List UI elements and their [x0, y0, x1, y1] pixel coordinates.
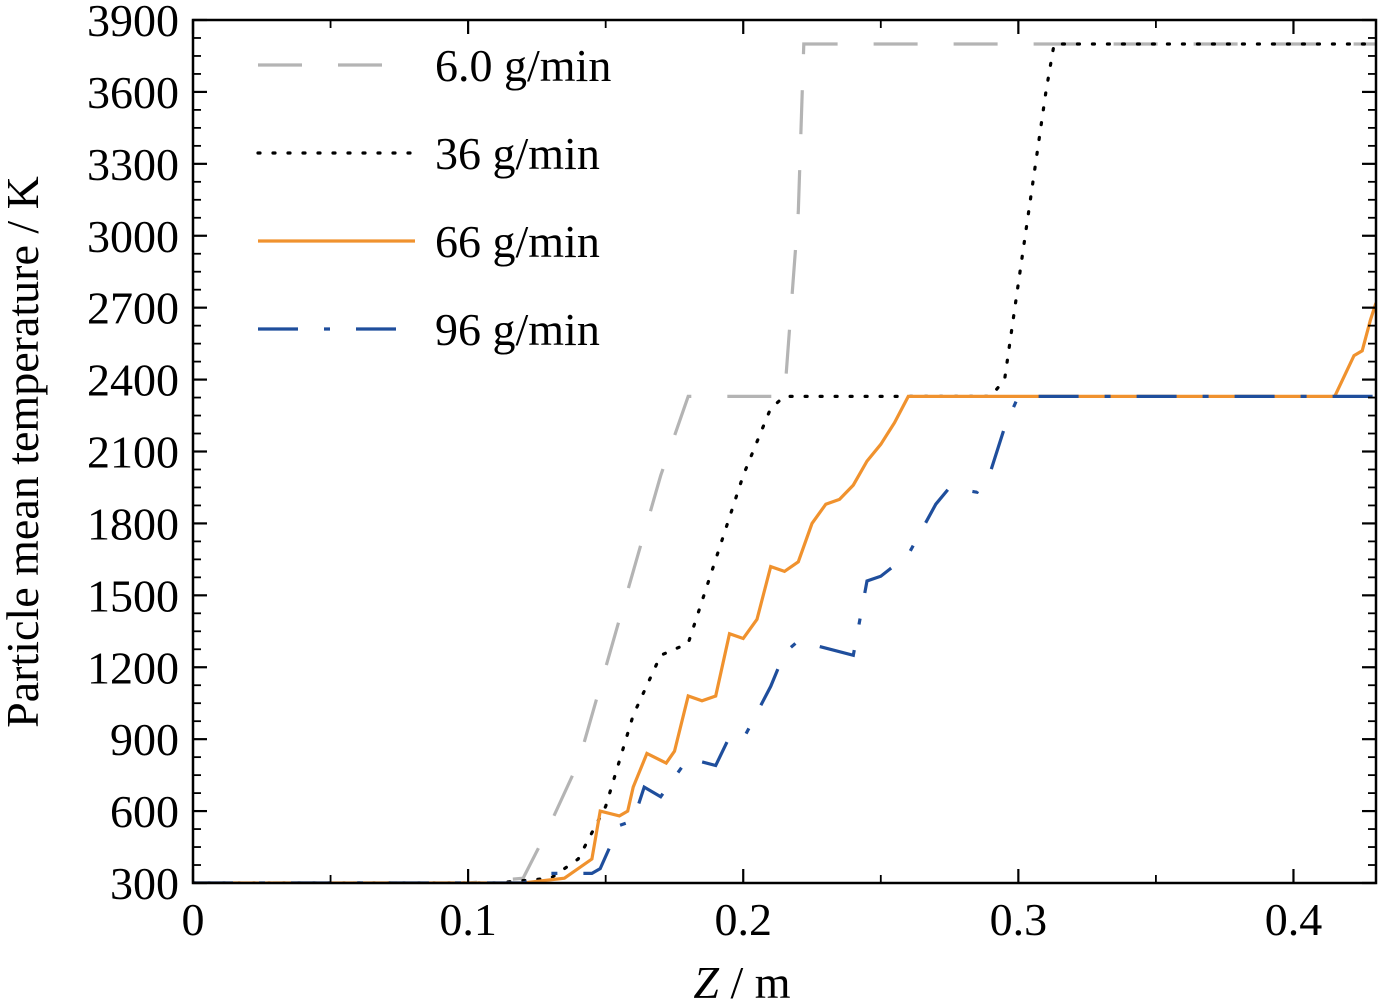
legend-label-2: 36 g/min	[435, 128, 600, 179]
series-line-4	[193, 394, 1376, 883]
y-tick-label: 1800	[87, 498, 179, 549]
y-tick-label: 1200	[87, 642, 179, 693]
y-tick-label: 3600	[87, 67, 179, 118]
y-tick-label: 3300	[87, 139, 179, 190]
x-tick-label: 0	[182, 894, 205, 945]
y-tick-label: 3000	[87, 211, 179, 262]
x-tick-label: 0.1	[439, 894, 497, 945]
plot-frame	[191, 18, 1378, 885]
axes: 300 600 900 1200 1500 1800 2100 2400 2700 3000 330…	[87, 0, 1378, 945]
x-tick-label: 0.2	[714, 894, 772, 945]
x-tick-label: 0.4	[1265, 894, 1323, 945]
x-axis-label: Z / m	[693, 957, 790, 1000]
legend-label-3: 66 g/min	[435, 216, 600, 267]
y-tick-label: 600	[110, 786, 179, 837]
y-tick-label: 2100	[87, 427, 179, 478]
y-tick-label: 2700	[87, 283, 179, 334]
y-tick-label: 300	[110, 858, 179, 909]
plot-area	[193, 42, 1376, 883]
y-tick-label: 900	[110, 714, 179, 765]
x-tick-label: 0.3	[990, 894, 1048, 945]
series-line-1	[193, 42, 1376, 883]
legend-label-1: 6.0 g/min	[435, 40, 611, 91]
y-tick-label: 3900	[87, 0, 179, 46]
y-axis-label: Particle mean temperature / K	[0, 176, 48, 728]
legend: 6.0 g/min 36 g/min 66 g/min 96 g/min	[256, 40, 611, 355]
series-line-3	[193, 302, 1376, 883]
y-tick-label: 1500	[87, 570, 179, 621]
legend-label-4: 96 g/min	[435, 304, 600, 355]
y-tick-label: 2400	[87, 355, 179, 406]
series-line-2	[193, 42, 1376, 883]
